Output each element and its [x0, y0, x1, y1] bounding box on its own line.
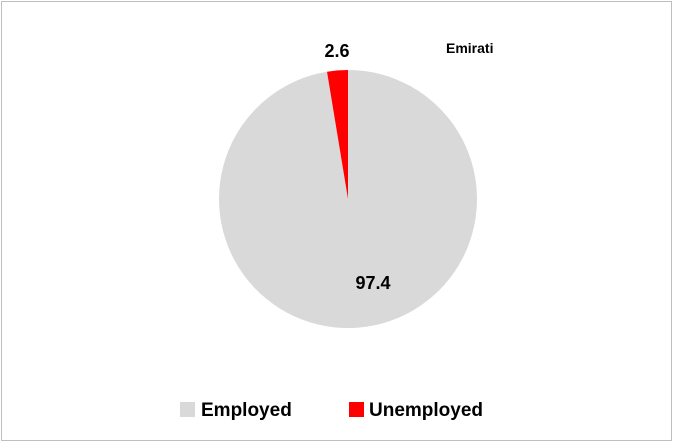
data-label-unemployed: 2.6 — [324, 41, 349, 61]
slice-unemployed — [327, 70, 348, 199]
legend-swatch-employed — [180, 402, 195, 417]
pie-slices — [219, 70, 478, 328]
chart-title: Emirati — [446, 40, 493, 56]
legend: Employed Unemployed — [180, 400, 483, 421]
legend-label-unemployed: Unemployed — [369, 400, 483, 421]
slice-employed — [219, 70, 478, 328]
legend-label-employed: Employed — [201, 400, 292, 421]
data-labels: 97.4 2.6 — [324, 41, 390, 293]
data-label-employed: 97.4 — [355, 273, 390, 293]
legend-swatch-unemployed — [349, 402, 364, 417]
